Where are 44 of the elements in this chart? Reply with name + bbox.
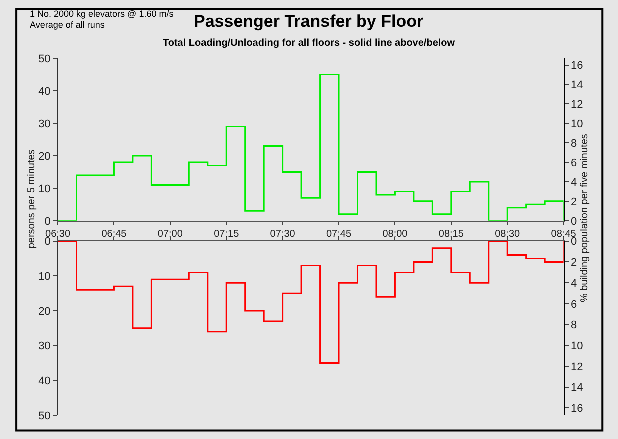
y-tick-label: 0 bbox=[44, 216, 51, 228]
y-tick-label: 0 bbox=[44, 236, 51, 248]
y2-tick-label: 0 bbox=[571, 236, 578, 248]
y2-tick-label: 2 bbox=[571, 196, 578, 208]
y2-tick-label: 4 bbox=[571, 278, 578, 290]
y-tick-label: 20 bbox=[38, 150, 51, 163]
y-axis-title: persons per 5 minutes bbox=[26, 150, 38, 249]
y-tick-label: 30 bbox=[38, 118, 51, 130]
chart-title: Passenger Transfer by Floor bbox=[194, 12, 424, 31]
y2-tick-label: 10 bbox=[571, 340, 584, 352]
y2-tick-label: 14 bbox=[571, 382, 584, 394]
y2-tick-label: 2 bbox=[571, 257, 578, 270]
y-tick-label: 50 bbox=[38, 410, 51, 422]
x-tick-label: 07:45 bbox=[326, 228, 352, 240]
x-tick-label: 08:15 bbox=[438, 228, 464, 240]
y2-tick-label: 12 bbox=[571, 361, 584, 374]
y2-tick-label: 8 bbox=[571, 320, 578, 332]
x-tick-label: 08:00 bbox=[382, 228, 408, 240]
text: 1 No. 2000 kg elevators @ 1.60 m/s bbox=[30, 9, 174, 19]
y2-tick-label: 4 bbox=[571, 176, 578, 189]
y-tick-label: 30 bbox=[38, 340, 51, 353]
y-tick-label: 40 bbox=[38, 86, 51, 98]
y2-tick-label: 16 bbox=[571, 403, 584, 416]
y2-tick-label: 10 bbox=[571, 118, 584, 131]
y2-tick-label: 8 bbox=[571, 138, 578, 150]
y2-tick-label: 14 bbox=[571, 80, 584, 92]
y2-tick-label: 0 bbox=[571, 216, 578, 228]
y-tick-label: 40 bbox=[38, 376, 51, 388]
y2-tick-label: 16 bbox=[571, 60, 584, 72]
y2-tick-label: 12 bbox=[571, 99, 584, 112]
y-tick-label: 10 bbox=[38, 183, 51, 196]
chart-subtitle: Total Loading/Unloading for all floors - solid line above/below bbox=[163, 38, 456, 49]
y2-tick-label: 6 bbox=[571, 298, 578, 311]
y-tick-label: 50 bbox=[38, 53, 51, 66]
x-tick-label: 07:30 bbox=[270, 228, 296, 240]
y-tick-label: 10 bbox=[38, 271, 51, 284]
text: Average of all runs bbox=[30, 20, 106, 30]
x-tick-label: 07:15 bbox=[214, 228, 240, 240]
x-tick-label: 06:45 bbox=[102, 228, 128, 240]
x-tick-label: 08:30 bbox=[495, 228, 521, 240]
y2-axis-title: % building population per five minutes bbox=[580, 134, 591, 303]
x-tick-label: 07:00 bbox=[158, 228, 184, 240]
y2-tick-label: 6 bbox=[571, 157, 578, 170]
y-tick-label: 20 bbox=[38, 306, 51, 318]
